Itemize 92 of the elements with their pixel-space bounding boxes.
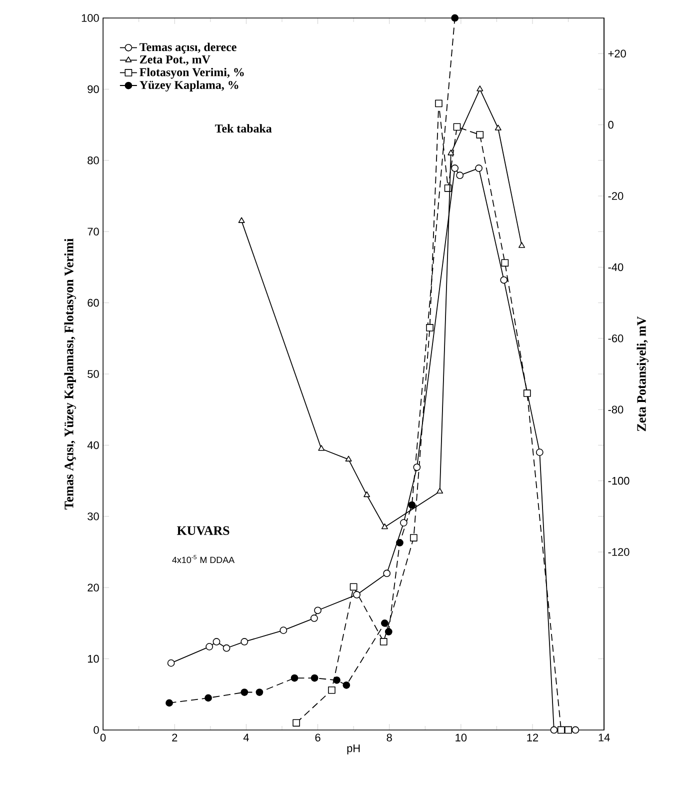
y-tick-label: 0 <box>94 726 99 734</box>
x-tick-label: 10 <box>456 734 467 742</box>
point <box>500 276 508 284</box>
x-tick-label: 6 <box>315 734 320 742</box>
annotation: 4x10$^{-5}$ M DDAA <box>172 555 235 564</box>
point <box>318 445 325 451</box>
x-tick-label: 4 <box>243 734 249 742</box>
y2-tick-label: -80 <box>608 406 624 414</box>
point <box>240 688 248 696</box>
point <box>400 519 408 526</box>
point <box>518 242 525 248</box>
annotation: Tek tabaka <box>214 124 272 133</box>
y2-tick-label: -100 <box>608 476 630 485</box>
y-tick-label: 90 <box>88 85 99 94</box>
point <box>380 638 388 646</box>
y-tick-label: 30 <box>88 512 99 520</box>
legend-label: Temas açısı, derece <box>140 42 236 54</box>
y-tick-label: 60 <box>88 298 99 307</box>
point <box>310 674 318 682</box>
point <box>381 523 388 530</box>
y-tick-label: 10 <box>88 654 99 663</box>
point <box>501 259 509 267</box>
point <box>451 164 458 172</box>
y2-tick-label: 0 <box>608 120 614 129</box>
point <box>550 726 558 734</box>
point <box>292 719 300 727</box>
point <box>453 123 461 131</box>
point <box>345 456 352 462</box>
point <box>167 659 175 667</box>
point <box>536 448 544 456</box>
x-tick-label: 12 <box>527 734 538 742</box>
point <box>342 681 350 689</box>
point <box>451 14 458 22</box>
point <box>206 643 214 650</box>
point <box>222 644 230 652</box>
point <box>494 124 502 130</box>
point <box>396 539 404 546</box>
y-tick-label: 40 <box>87 441 99 450</box>
point <box>212 638 220 646</box>
point <box>410 534 418 542</box>
point <box>290 674 298 682</box>
y-tick-label: 70 <box>88 228 99 236</box>
point <box>448 150 454 156</box>
x-axis-title: pH <box>347 744 360 754</box>
point <box>476 86 484 92</box>
y2-tick-label: +20 <box>608 50 626 58</box>
point <box>426 324 434 332</box>
point <box>436 488 444 494</box>
point <box>564 726 572 734</box>
point <box>238 217 245 223</box>
point <box>350 583 358 591</box>
point <box>204 694 212 702</box>
point <box>240 638 248 646</box>
point <box>314 606 322 614</box>
point <box>333 676 340 684</box>
point <box>384 628 392 636</box>
point <box>353 591 360 598</box>
y-tick-label: 50 <box>88 370 99 378</box>
x-tick-label: 8 <box>386 734 392 742</box>
point <box>383 570 391 578</box>
x-tick-label: 0 <box>100 734 106 742</box>
y2-tick-label: -120 <box>608 548 630 556</box>
y-axis-title: Temas Açısı, Yüzey Kaplaması, Flotasyon Verimi <box>64 238 76 510</box>
x-tick-label: 2 <box>172 734 178 742</box>
y-tick-label: 20 <box>88 584 99 592</box>
point <box>380 620 388 627</box>
point <box>310 614 318 622</box>
annotation: KUVARS <box>176 526 230 536</box>
legend-label: Zeta Pot., mV <box>140 56 210 66</box>
point <box>435 100 442 108</box>
point <box>476 131 484 138</box>
point <box>572 726 580 734</box>
point <box>166 699 173 707</box>
point <box>413 464 421 471</box>
y2-axis-title: Zeta Potansiyeli, mV <box>636 316 649 432</box>
x-tick-label: 14 <box>598 734 610 742</box>
point <box>408 501 416 509</box>
point <box>364 491 370 498</box>
point <box>523 390 531 397</box>
y2-tick-label: -40 <box>608 263 624 272</box>
point <box>557 726 565 734</box>
point <box>280 626 288 634</box>
y2-tick-label: -60 <box>608 334 624 342</box>
y-tick-label: 80 <box>88 156 99 164</box>
y-tick-label: 100 <box>82 14 99 22</box>
point <box>328 686 336 694</box>
legend-label: Flotasyon Verimi, % <box>140 68 244 79</box>
point <box>456 172 464 180</box>
y2-tick-label: -20 <box>608 192 624 200</box>
point <box>256 688 264 696</box>
legend-label: Yüzey Kaplama, % <box>140 80 238 92</box>
point <box>475 164 482 172</box>
